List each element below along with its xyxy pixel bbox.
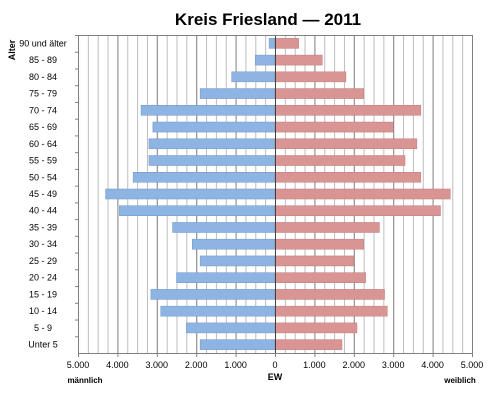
chart-title: Kreis Friesland — 2011 (175, 10, 361, 29)
bar-female-7 (274, 155, 406, 166)
bar-male-13 (199, 255, 276, 267)
bar-female-0 (274, 38, 299, 49)
category-label: 75 - 79 (29, 89, 57, 99)
bar-male-5 (152, 121, 276, 133)
female-side-label: weiblich (443, 376, 476, 385)
category-label: 65 - 69 (29, 122, 57, 132)
category-label: 25 - 29 (29, 256, 57, 266)
bar-female-16 (274, 305, 388, 317)
bar-female-14 (274, 272, 366, 283)
category-label: 90 und älter (19, 38, 67, 48)
bar-female-1 (274, 54, 323, 66)
x-tick-label: 0 (272, 360, 277, 370)
bar-male-7 (148, 155, 276, 166)
category-label: 15 - 19 (29, 289, 57, 299)
bar-female-12 (274, 238, 364, 250)
bar-female-9 (274, 188, 451, 200)
x-tick-label: 5.000 (67, 360, 90, 370)
category-label: 5 - 9 (34, 323, 52, 333)
bar-male-3 (199, 88, 276, 99)
category-label: 35 - 39 (29, 222, 57, 232)
bar-male-12 (192, 238, 276, 250)
bar-male-2 (231, 71, 276, 83)
bar-male-16 (160, 305, 276, 317)
bar-female-11 (274, 222, 380, 233)
bar-male-10 (119, 205, 276, 217)
y-axis-title: Alter (7, 39, 17, 60)
bar-male-18 (199, 339, 276, 350)
bar-male-6 (148, 138, 276, 150)
category-label: 10 - 14 (29, 306, 57, 316)
category-label: 20 - 24 (29, 273, 57, 283)
category-label: 30 - 34 (29, 239, 57, 249)
category-label: 40 - 44 (29, 206, 57, 216)
x-tick-label: 5.000 (461, 360, 484, 370)
bar-female-4 (274, 105, 422, 116)
bar-female-10 (274, 205, 441, 217)
x-tick-label: 1.000 (303, 360, 326, 370)
category-label: 45 - 49 (29, 189, 57, 199)
bar-female-5 (274, 121, 394, 133)
category-label: Unter 5 (28, 340, 58, 350)
x-tick-label: 4.000 (106, 360, 129, 370)
bar-male-15 (150, 289, 276, 300)
category-label: 80 - 84 (29, 72, 57, 82)
bar-female-17 (274, 322, 358, 334)
bar-male-4 (140, 105, 276, 116)
bar-male-17 (186, 322, 276, 334)
category-label: 70 - 74 (29, 105, 57, 115)
bar-female-13 (274, 255, 355, 267)
bar-female-18 (274, 339, 343, 350)
bar-male-11 (172, 222, 276, 233)
x-tick-label: 3.000 (146, 360, 169, 370)
bar-female-2 (274, 71, 347, 83)
male-side-label: männlich (67, 376, 102, 385)
bar-male-9 (105, 188, 276, 200)
bar-female-6 (274, 138, 418, 150)
bar-male-0 (268, 38, 276, 49)
x-axis-title: EW (268, 372, 283, 382)
x-tick-label: 4.000 (421, 360, 444, 370)
x-tick-label: 2.000 (343, 360, 366, 370)
x-tick-label: 3.000 (382, 360, 405, 370)
category-label: 50 - 54 (29, 172, 57, 182)
x-tick-label: 1.000 (224, 360, 247, 370)
bar-male-1 (255, 54, 276, 66)
category-label: 85 - 89 (29, 55, 57, 65)
bar-female-8 (274, 171, 422, 183)
bar-female-15 (274, 289, 385, 300)
x-tick-label: 2.000 (185, 360, 208, 370)
bar-female-3 (274, 88, 364, 99)
category-label: 60 - 64 (29, 139, 57, 149)
category-label: 55 - 59 (29, 156, 57, 166)
bar-male-14 (176, 272, 276, 283)
bar-male-8 (132, 171, 276, 183)
